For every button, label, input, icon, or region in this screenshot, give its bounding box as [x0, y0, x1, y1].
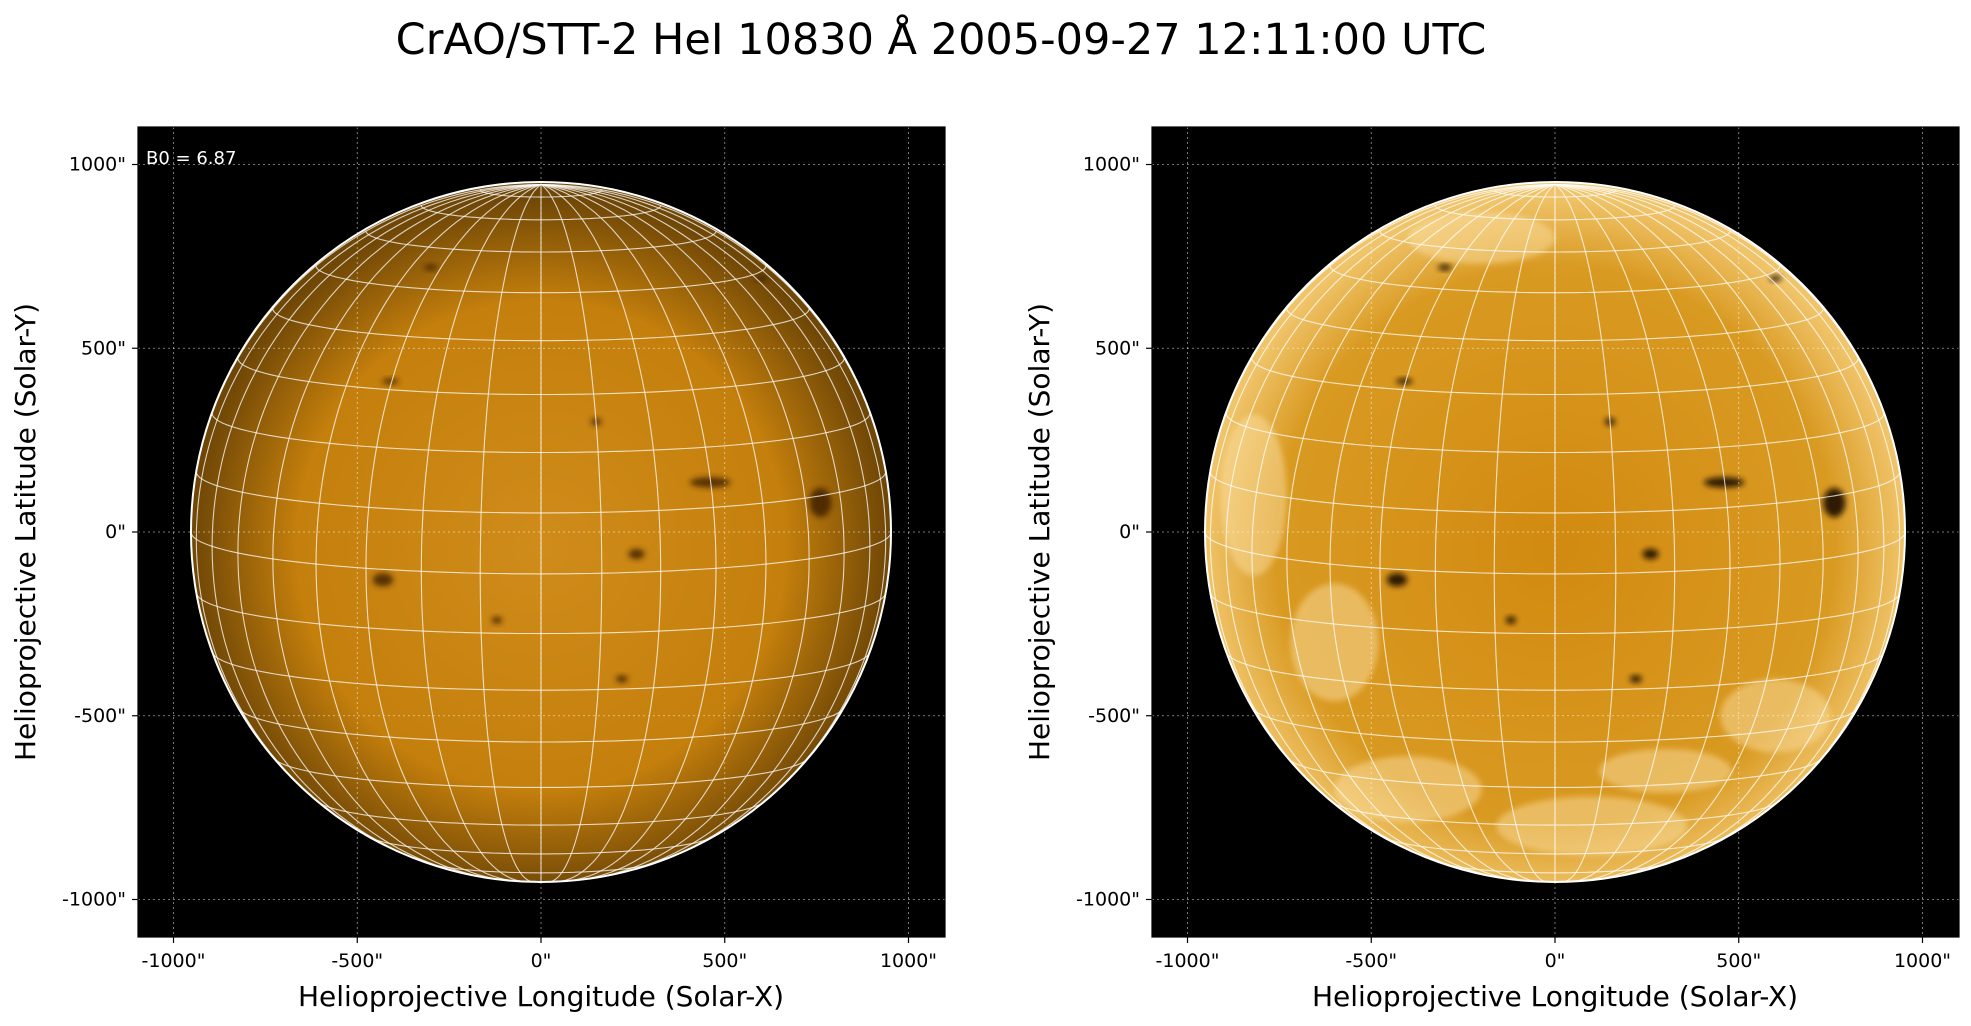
dark-feature — [1629, 675, 1642, 683]
dark-feature — [755, 275, 768, 282]
y-axis-label: Helioprojective Latitude (Solar-Y) — [1023, 303, 1056, 761]
dark-feature — [372, 573, 394, 587]
dark-feature — [424, 264, 438, 271]
x-tick-label: 1000" — [880, 950, 937, 972]
dark-feature — [615, 675, 628, 683]
dark-feature — [1386, 573, 1408, 587]
dark-feature — [1438, 264, 1452, 271]
x-tick-label: -1000" — [142, 950, 206, 972]
x-tick-label: 0" — [531, 950, 552, 972]
dark-feature — [1703, 477, 1745, 488]
dark-feature — [1823, 487, 1846, 518]
dark-feature — [1769, 275, 1782, 282]
y-tick-label: 1000" — [1083, 154, 1140, 176]
x-tick-label: -500" — [331, 950, 383, 972]
stonyhurst-grid — [190, 183, 892, 883]
x-tick-label: 0" — [1545, 950, 1566, 972]
dark-feature — [382, 378, 399, 385]
x-tick-label: -500" — [1345, 950, 1397, 972]
y-tick-label: 500" — [1095, 337, 1140, 359]
solar-limb — [1204, 181, 1906, 883]
y-tick-label: -1000" — [1076, 889, 1140, 911]
dark-feature — [689, 477, 731, 488]
dark-feature — [1396, 378, 1413, 385]
x-tick-label: 1000" — [1894, 950, 1951, 972]
dark-feature — [628, 548, 645, 560]
y-tick-label: 0" — [1119, 521, 1140, 543]
y-tick-label: 500" — [81, 337, 126, 359]
dark-feature — [1642, 548, 1659, 560]
y-tick-label: -1000" — [62, 889, 126, 911]
x-tick-label: -1000" — [1156, 950, 1220, 972]
y-axis-label: Helioprojective Latitude (Solar-Y) — [9, 303, 42, 761]
dark-feature — [491, 616, 503, 624]
x-axis-label: Helioprojective Longitude (Solar-X) — [298, 980, 784, 1013]
dark-feature — [1505, 616, 1517, 624]
b0-annotation: B0 = 6.87 — [146, 148, 236, 169]
y-tick-label: 0" — [105, 521, 126, 543]
y-tick-label: -500" — [1088, 705, 1140, 727]
x-axis-label: Helioprojective Longitude (Solar-X) — [1312, 980, 1798, 1013]
x-tick-label: 500" — [1716, 950, 1761, 972]
solar-limb — [190, 181, 892, 883]
figure-title: CrAO/STT-2 HeI 10830 Å 2005-09-27 12:11:… — [395, 15, 1487, 65]
y-tick-label: -500" — [74, 705, 126, 727]
y-tick-label: 1000" — [69, 154, 126, 176]
x-tick-label: 500" — [702, 950, 747, 972]
